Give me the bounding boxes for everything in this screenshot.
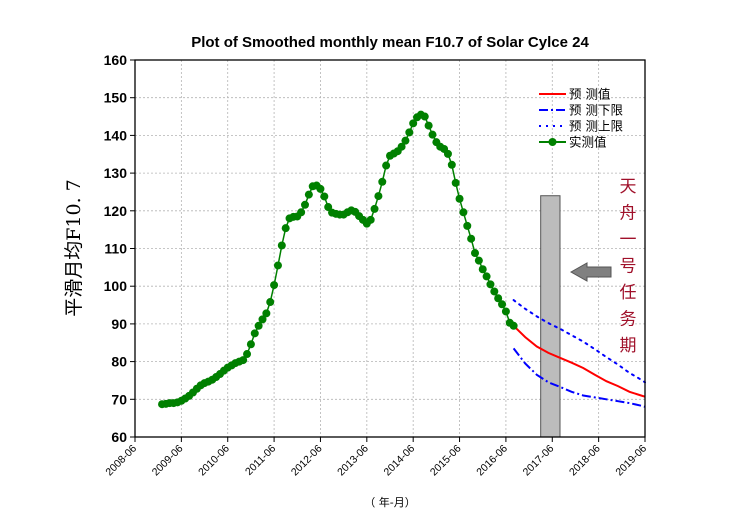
y-tick-label: 110 [104, 241, 127, 257]
data-point [443, 149, 452, 158]
y-axis-ticks: 60 70 80 90 100 110 120 130 140 150 160 [104, 52, 135, 445]
data-point [474, 256, 483, 265]
y-tick-label: 80 [111, 354, 127, 370]
data-point [254, 321, 263, 330]
data-point [378, 177, 387, 186]
x-tick-label: 2012-06 [289, 443, 325, 479]
series-line-2 [512, 299, 646, 384]
y-tick-label: 90 [111, 316, 127, 332]
mission-label-char: 舟 [620, 204, 637, 224]
data-point [401, 136, 410, 145]
data-point [239, 356, 248, 365]
mission-label-char: 号 [620, 257, 637, 277]
data-point [277, 241, 286, 250]
mission-band-layer [540, 195, 561, 438]
data-point [266, 298, 275, 307]
mission-arrow-layer [569, 262, 612, 282]
data-point [324, 203, 333, 212]
data-point [270, 281, 279, 290]
chart-title: Plot of Smoothed monthly mean F10.7 of S… [191, 34, 589, 51]
legend-label-2: 预 测上限 [569, 119, 623, 134]
data-point [509, 321, 518, 330]
data-point [467, 234, 476, 243]
data-point [297, 208, 306, 217]
data-point [420, 112, 429, 121]
legend-label-1: 预 测下限 [569, 103, 623, 118]
data-point [262, 309, 271, 318]
y-tick-label: 100 [104, 278, 128, 294]
mission-label-char: 任 [620, 283, 637, 303]
data-point [250, 329, 259, 338]
mission-label-char: 天 [620, 177, 637, 197]
series-line-1 [512, 347, 646, 408]
series-line-0 [512, 325, 646, 398]
mission-period-band [540, 195, 561, 438]
data-point [409, 119, 418, 128]
data-point [451, 178, 460, 187]
data-point [243, 350, 252, 359]
data-point [281, 224, 290, 233]
data-point [459, 208, 468, 217]
x-tick-label: 2019-06 [613, 443, 649, 479]
data-point [486, 280, 495, 289]
x-tick-label: 2010-06 [196, 443, 232, 479]
mission-arrow [569, 262, 612, 282]
x-tick-label: 2016-06 [474, 443, 510, 479]
data-point [463, 221, 472, 230]
data-point [471, 249, 479, 258]
data-point [494, 294, 503, 303]
data-point [304, 190, 313, 199]
x-tick-label: 2008-06 [103, 443, 139, 479]
data-point [482, 272, 491, 281]
data-point [366, 215, 375, 224]
x-tick-label: 2009-06 [150, 443, 186, 479]
mission-label-char: 务 [620, 310, 637, 330]
series-line-3 [161, 113, 515, 405]
series-layer [158, 110, 646, 409]
data-point [490, 287, 499, 296]
y-tick-label: 150 [104, 90, 128, 106]
y-tick-label: 140 [104, 127, 128, 143]
mission-label-char: 期 [620, 336, 637, 356]
x-tick-label: 2011-06 [243, 443, 278, 478]
x-axis-label: （ 年-月） [364, 495, 415, 509]
x-tick-label: 2018-06 [567, 443, 603, 479]
data-point [498, 300, 507, 309]
data-point [320, 192, 329, 201]
legend-label-0: 预 测值 [569, 87, 610, 102]
mission-label-char: 一 [620, 230, 637, 250]
data-point [370, 204, 379, 213]
legend-label-3: 实测值 [569, 135, 607, 150]
y-tick-label: 120 [104, 203, 128, 219]
data-point [397, 142, 406, 151]
data-point [478, 265, 487, 274]
data-point [374, 192, 383, 201]
y-tick-label: 130 [104, 165, 128, 181]
data-point [501, 307, 510, 316]
data-point [246, 340, 255, 349]
data-point [428, 130, 437, 139]
y-tick-label: 60 [111, 429, 127, 445]
data-point [447, 160, 456, 169]
data-point [273, 261, 282, 270]
x-axis-ticks: 2008-06 2009-06 2010-06 2011-06 2012-06 2013-… [103, 437, 649, 478]
data-point [382, 161, 391, 170]
data-point [258, 315, 267, 324]
data-point [424, 121, 433, 130]
y-tick-label: 70 [111, 391, 127, 407]
x-tick-label: 2017-06 [521, 443, 557, 479]
x-tick-label: 2013-06 [335, 443, 371, 479]
x-tick-label: 2015-06 [428, 443, 464, 479]
y-tick-label: 160 [104, 52, 128, 68]
y-axis-label: 平滑月均F10. 7 [63, 179, 85, 317]
legend-marker [548, 138, 557, 146]
data-point [405, 128, 414, 137]
x-tick-label: 2014-06 [382, 443, 418, 479]
data-point [301, 200, 309, 209]
data-point [455, 194, 464, 203]
data-point [316, 184, 325, 193]
